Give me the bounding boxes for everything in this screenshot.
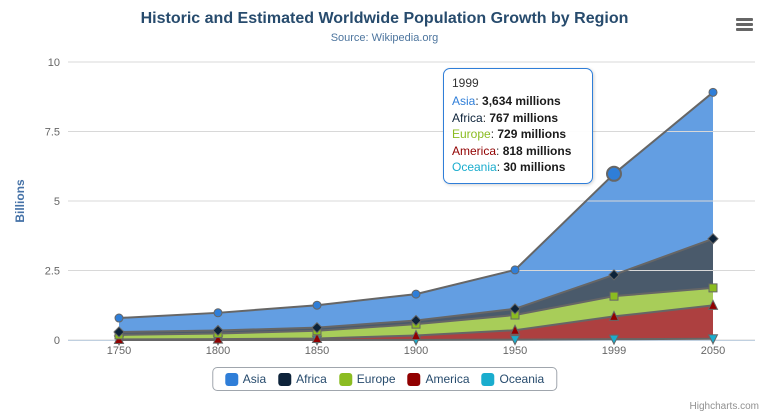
point-marker-circle[interactable] xyxy=(213,308,223,318)
x-axis-label: 1800 xyxy=(206,345,230,357)
x-axis-label: 1850 xyxy=(305,345,329,357)
tooltip-header: 1999 xyxy=(452,76,479,90)
point-marker-triangle-down[interactable] xyxy=(509,335,521,346)
export-menu-button[interactable] xyxy=(736,18,753,33)
legend-swatch-icon xyxy=(407,372,421,386)
point-marker-diamond[interactable] xyxy=(113,326,125,338)
point-marker-diamond[interactable] xyxy=(608,269,620,281)
point-marker-diamond[interactable] xyxy=(707,233,719,245)
point-marker-triangle-down[interactable] xyxy=(707,334,719,345)
y-axis-label: 2.5 xyxy=(45,266,60,278)
tooltip-row-oceania: Oceania: 30 millions xyxy=(452,160,566,174)
tooltip-row-africa: Africa: 767 millions xyxy=(452,110,559,125)
hamburger-menu-icon xyxy=(736,23,753,26)
tooltip-row-europe: Europe: 729 millions xyxy=(452,127,567,141)
point-marker-triangle[interactable] xyxy=(608,310,620,321)
point-marker-diamond[interactable] xyxy=(311,321,323,334)
tooltip-row-america: America: 818 millions xyxy=(452,143,572,158)
x-axis-label: 1750 xyxy=(107,345,131,357)
legend-item-label: Oceania xyxy=(499,372,545,386)
legend-item-label: Europe xyxy=(356,372,396,386)
point-marker-square[interactable] xyxy=(708,283,718,293)
y-axis-label: 7.5 xyxy=(45,127,60,139)
legend-item-label: America xyxy=(425,372,470,386)
legend-item-europe[interactable]: Europe xyxy=(338,372,396,386)
point-marker-triangle[interactable] xyxy=(311,332,323,343)
x-axis-label: 1999 xyxy=(602,345,626,357)
legend-item-label: Africa xyxy=(296,372,327,386)
point-marker-triangle[interactable] xyxy=(707,299,719,310)
legend-item-america[interactable]: America xyxy=(407,372,470,386)
point-marker-triangle[interactable] xyxy=(212,332,224,344)
y-axis-title: Billions xyxy=(13,179,27,223)
x-axis-label: 1950 xyxy=(503,345,527,357)
hamburger-menu-icon xyxy=(736,18,753,21)
legend-item-label: Asia xyxy=(242,372,267,386)
point-marker-circle[interactable] xyxy=(312,300,322,310)
point-marker-triangle[interactable] xyxy=(509,324,521,335)
chart-title: Historic and Estimated Worldwide Populat… xyxy=(140,10,629,27)
hovered-point-marker[interactable] xyxy=(606,165,622,182)
series-area-africa[interactable] xyxy=(119,238,713,335)
legend-swatch-icon xyxy=(278,372,292,386)
point-marker-diamond[interactable] xyxy=(410,314,422,327)
x-axis-label: 2050 xyxy=(701,345,725,357)
legend-item-oceania[interactable]: Oceania xyxy=(481,372,545,386)
legend-item-asia[interactable]: Asia xyxy=(224,372,267,386)
y-axis-label: 10 xyxy=(48,57,60,69)
legend: Asia Africa Europe America Oceania xyxy=(211,367,558,391)
point-marker-square[interactable] xyxy=(609,291,619,301)
credits-link[interactable]: Highcharts.com xyxy=(689,401,759,412)
x-axis-label: 1900 xyxy=(404,345,428,357)
point-marker-circle[interactable] xyxy=(510,265,520,275)
series-area-asia[interactable] xyxy=(119,92,713,332)
legend-swatch-icon xyxy=(481,372,495,386)
point-marker-circle[interactable] xyxy=(411,289,421,299)
tooltip: 1999 Asia: 3,634 millions Africa: 767 mil… xyxy=(443,68,593,184)
legend-item-africa[interactable]: Africa xyxy=(278,372,327,386)
legend-swatch-icon xyxy=(224,372,238,386)
legend-swatch-icon xyxy=(338,372,352,386)
point-marker-circle[interactable] xyxy=(114,313,124,323)
y-axis-label: 0 xyxy=(54,335,60,347)
point-marker-circle[interactable] xyxy=(708,87,718,97)
chart-subtitle: Source: Wikipedia.org xyxy=(330,32,439,44)
point-marker-triangle-down[interactable] xyxy=(608,334,620,346)
y-axis-label: 5 xyxy=(54,196,60,208)
point-marker-diamond[interactable] xyxy=(509,303,521,315)
point-marker-triangle[interactable] xyxy=(410,329,422,340)
point-marker-diamond[interactable] xyxy=(212,324,224,337)
hamburger-menu-icon xyxy=(736,28,753,31)
tooltip-row-asia: Asia: 3,634 millions xyxy=(452,94,561,108)
series-area-america[interactable] xyxy=(119,305,713,340)
